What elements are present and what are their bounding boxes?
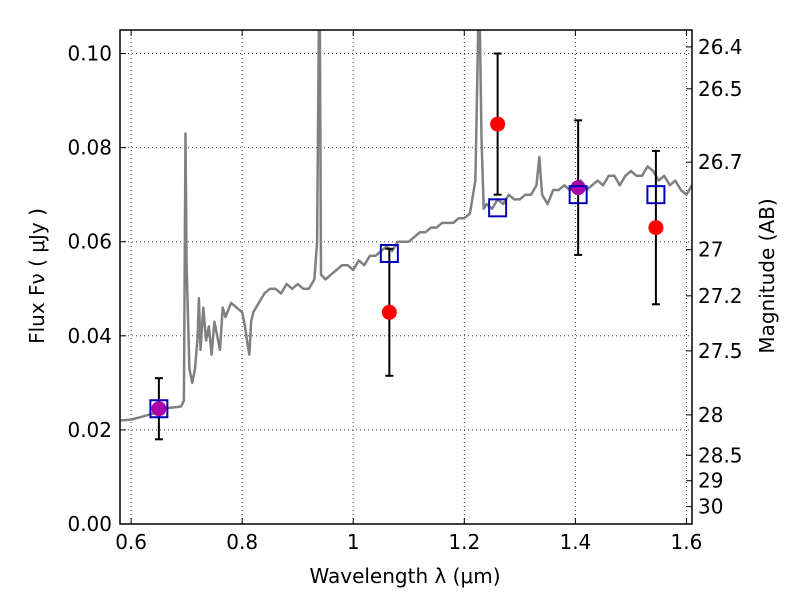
axes-frame <box>119 29 693 525</box>
model-point <box>488 198 508 218</box>
y2-tick-label: 26.5 <box>698 77 743 101</box>
x-axis-label: Wavelength λ (μm) <box>309 564 500 588</box>
data-point <box>381 304 397 320</box>
plot-area: 0.6 0.8 1 1.2 1.4 1.6 0.00 0.02 0.04 0.06 0.08 0.10… <box>67 29 743 554</box>
y2-tick-label: 27.2 <box>698 284 743 308</box>
y2-tick-label: 29 <box>698 469 723 493</box>
model-point <box>379 243 399 263</box>
y2-tick-label: 26.4 <box>698 35 743 59</box>
plot-series-group <box>120 30 692 422</box>
plot-marker-group <box>149 52 666 441</box>
y-tick-label: 0.04 <box>67 324 112 348</box>
model-point <box>149 399 169 419</box>
y-tick-label: 0.02 <box>67 418 112 442</box>
x-tick-label: 1.6 <box>671 530 703 554</box>
y2-tick-label: 28.5 <box>698 443 743 467</box>
data-point <box>648 220 664 236</box>
model-point <box>646 185 666 205</box>
y-tick-label: 0.00 <box>67 512 112 536</box>
data-point <box>151 401 167 417</box>
x-tick-label: 1.4 <box>559 530 591 554</box>
y-tick-label: 0.10 <box>67 42 112 66</box>
x-tick-label: 1.2 <box>448 530 480 554</box>
y2-tick-label: 28 <box>698 403 723 427</box>
y-tick-label: 0.08 <box>67 136 112 160</box>
x-tick-label: 0.6 <box>115 530 147 554</box>
y-tick-label: 0.06 <box>67 230 112 254</box>
data-point <box>570 180 586 196</box>
y2-tick-label: 27 <box>698 238 723 262</box>
model-point <box>568 185 588 205</box>
x-tick-label: 1 <box>347 530 360 554</box>
y2-axis-label: Magnitude (AB) <box>755 198 779 353</box>
x-tick-label: 0.8 <box>226 530 258 554</box>
data-point <box>490 116 506 132</box>
spectrum-line <box>120 30 692 422</box>
y2-tick-label: 26.7 <box>698 150 743 174</box>
y2-tick-label: 30 <box>698 495 723 519</box>
y2-tick-label: 27.5 <box>698 339 743 363</box>
y-axis-label: Flux Fν ( μJy ) <box>25 208 49 344</box>
